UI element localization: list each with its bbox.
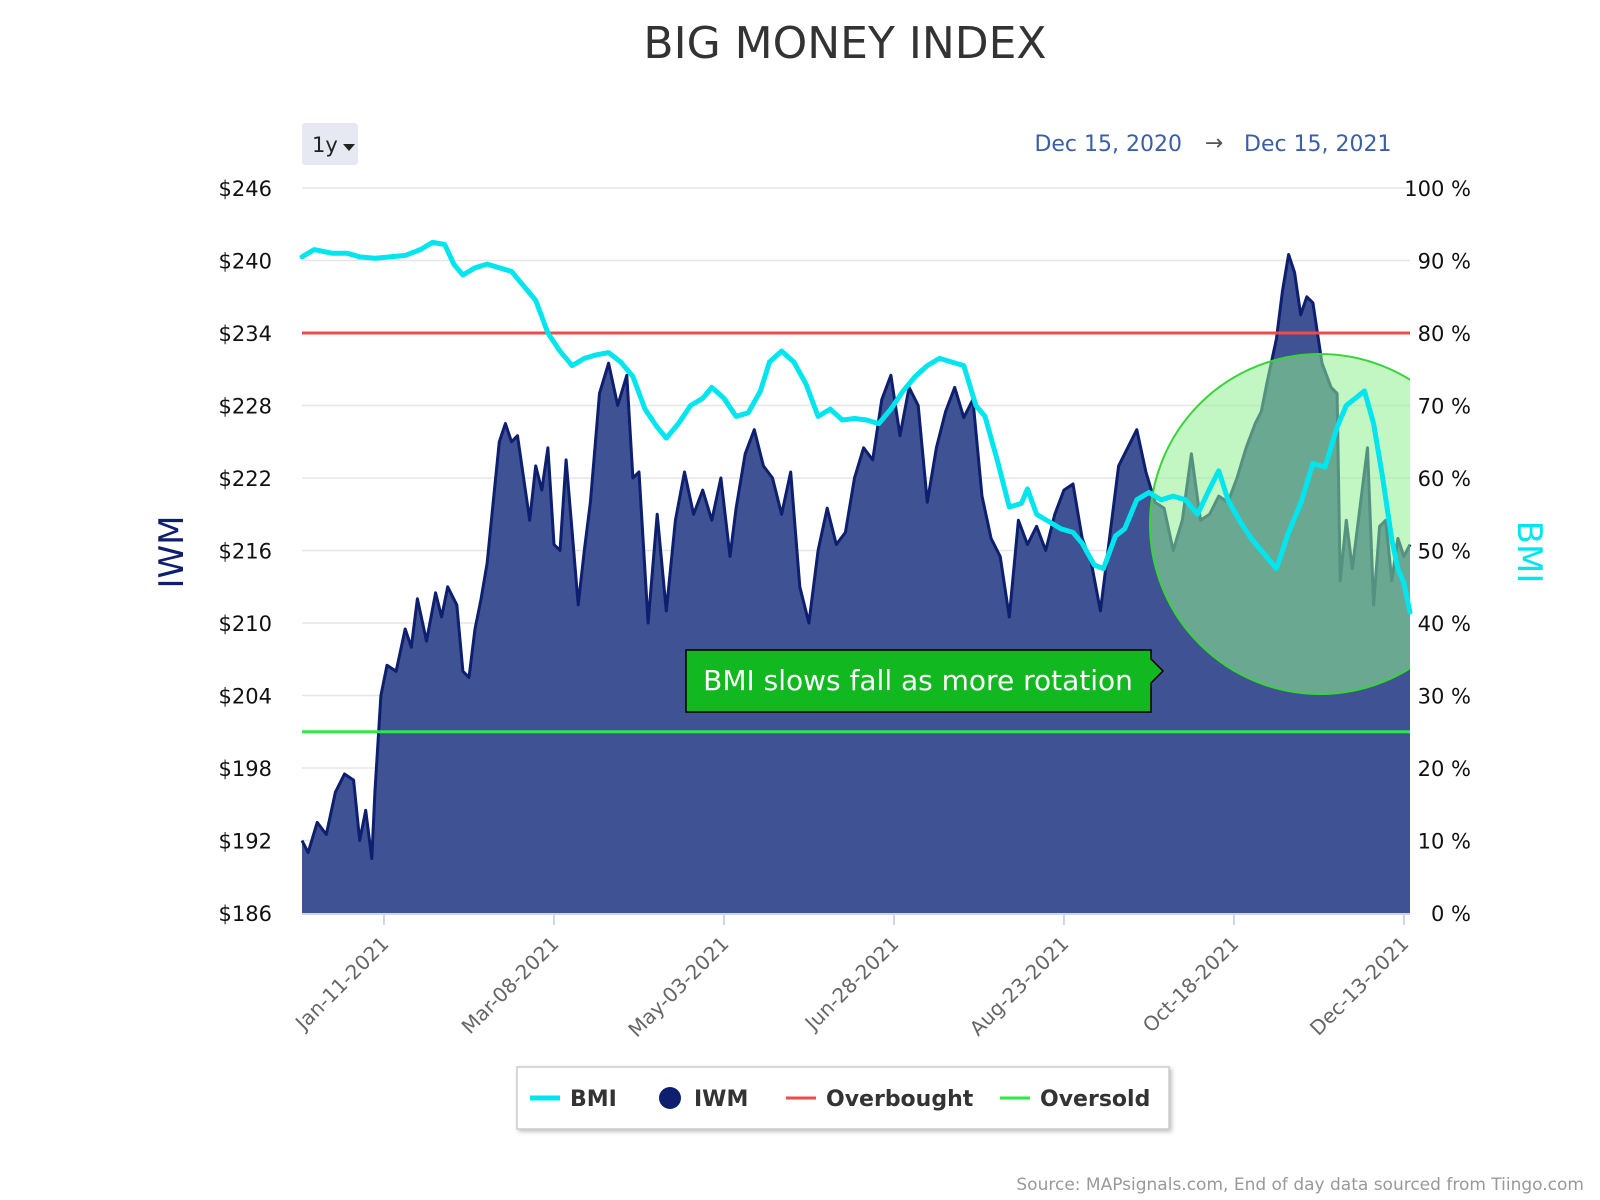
legend-item-bmi[interactable]: BMI bbox=[530, 1087, 617, 1112]
left-tick-label: $210 bbox=[219, 612, 272, 636]
x-tick-label: Dec-13-2021 bbox=[1305, 932, 1414, 1041]
x-tick-label: Jan-11-2021 bbox=[289, 932, 393, 1036]
left-tick-label: $222 bbox=[219, 467, 272, 491]
right-axis-title: BMI bbox=[1509, 521, 1549, 584]
legend-box bbox=[516, 1066, 1170, 1130]
reference-lines bbox=[302, 331, 1410, 734]
range-selector-bg[interactable] bbox=[302, 123, 358, 165]
bmi-line bbox=[299, 239, 1413, 615]
right-tick-label: 100 % bbox=[1404, 177, 1471, 201]
legend-label[interactable]: BMI bbox=[570, 1087, 617, 1112]
iwm-area-fill bbox=[302, 254, 1410, 913]
date-range-to[interactable]: Dec 15, 2021 bbox=[1244, 132, 1392, 157]
right-tick-label: 70 % bbox=[1418, 395, 1471, 419]
legend-marker bbox=[659, 1087, 681, 1109]
range-selector-label[interactable]: 1y bbox=[312, 133, 338, 157]
left-tick-label: $198 bbox=[219, 757, 272, 781]
left-tick-label: $246 bbox=[219, 177, 272, 201]
left-tick-label: $186 bbox=[219, 902, 272, 926]
right-tick-label: 10 % bbox=[1418, 830, 1471, 854]
right-tick-label: 0 % bbox=[1431, 902, 1471, 926]
legend-label[interactable]: Oversold bbox=[1040, 1087, 1150, 1112]
date-range: Dec 15, 2020 → Dec 15, 2021 bbox=[1034, 131, 1391, 157]
right-tick-label: 20 % bbox=[1418, 757, 1471, 781]
x-tick-label: Oct-18-2021 bbox=[1138, 932, 1244, 1038]
right-axis-ticks: 100 % 90 % 80 % 70 % 60 % 50 % 40 % 30 % 20 % 10 … bbox=[1404, 177, 1471, 926]
date-range-from[interactable]: Dec 15, 2020 bbox=[1034, 132, 1182, 157]
left-tick-label: $192 bbox=[219, 830, 272, 854]
arrow-right-icon: → bbox=[1205, 131, 1223, 156]
left-axis-ticks: $246 $240 $234 $228 $222 $216 $210 $204 $198 $192… bbox=[219, 177, 272, 926]
left-axis-title: IWM bbox=[152, 516, 192, 589]
caret-down-icon[interactable] bbox=[343, 144, 355, 151]
chart-title: BIG MONEY INDEX bbox=[643, 18, 1046, 69]
x-tick-label: Aug-23-2021 bbox=[965, 932, 1074, 1041]
x-tick-label: May-03-2021 bbox=[623, 932, 733, 1042]
left-tick-label: $204 bbox=[219, 685, 272, 709]
annotation-text: BMI slows fall as more rotation bbox=[703, 664, 1133, 697]
right-tick-label: 80 % bbox=[1418, 322, 1471, 346]
annotation-callout: BMI slows fall as more rotation bbox=[685, 649, 1165, 713]
legend-label[interactable]: Overbought bbox=[826, 1087, 974, 1112]
right-tick-label: 40 % bbox=[1418, 612, 1471, 636]
left-tick-label: $216 bbox=[219, 540, 272, 564]
range-selector-button[interactable]: 1y bbox=[302, 123, 358, 165]
right-tick-label: 30 % bbox=[1418, 685, 1471, 709]
left-tick-label: $228 bbox=[219, 395, 272, 419]
left-tick-label: $240 bbox=[219, 250, 272, 274]
x-tick-label: Mar-08-2021 bbox=[457, 932, 564, 1039]
legend-item-iwm[interactable]: IWM bbox=[659, 1087, 748, 1112]
source-credit: Source: MAPsignals.com, End of day data … bbox=[1016, 1175, 1584, 1195]
annotation-circle bbox=[1149, 353, 1410, 695]
right-tick-label: 60 % bbox=[1418, 467, 1471, 491]
bmi-series bbox=[299, 239, 1413, 615]
x-axis: Jan-11-2021 Mar-08-2021 May-03-2021 Jun-28-… bbox=[289, 913, 1413, 1042]
annotation-box bbox=[685, 649, 1165, 713]
x-tick-label: Jun-28-2021 bbox=[799, 932, 904, 1037]
legend-item-oversold[interactable]: Oversold bbox=[1000, 1087, 1150, 1112]
legend-label[interactable]: IWM bbox=[694, 1087, 748, 1112]
highlight-circle bbox=[1149, 353, 1410, 695]
right-tick-label: 50 % bbox=[1418, 540, 1471, 564]
right-tick-label: 90 % bbox=[1418, 250, 1471, 274]
legend: BMI IWM Overbought Oversold bbox=[516, 1066, 1170, 1130]
legend-item-overbought[interactable]: Overbought bbox=[786, 1087, 974, 1112]
left-tick-label: $234 bbox=[219, 322, 272, 346]
